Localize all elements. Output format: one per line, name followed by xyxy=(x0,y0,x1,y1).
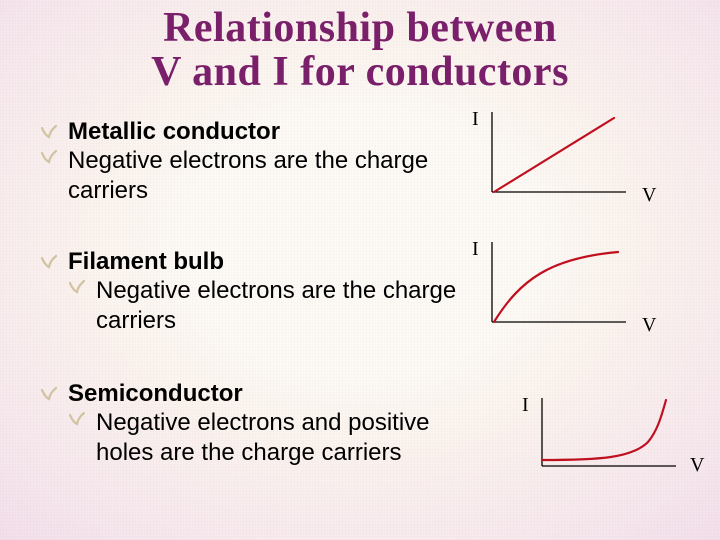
slide: Relationship between V and I for conduct… xyxy=(0,0,720,540)
section-heading-text: Filament bulb xyxy=(68,248,224,276)
section-body: Negative electrons and positive holes ar… xyxy=(40,408,470,468)
title-line-2: V and I for conductors xyxy=(0,50,720,94)
chart-svg xyxy=(490,242,630,334)
iv-chart-1: I V xyxy=(490,242,630,334)
section-body: Negative electrons are the charge carrie… xyxy=(40,146,470,206)
section-1: Filament bulb Negative electrons are the… xyxy=(40,248,470,336)
bullet-icon xyxy=(68,276,86,298)
slide-title: Relationship between V and I for conduct… xyxy=(0,6,720,94)
iv-chart-2: I V xyxy=(540,398,680,478)
y-axis-label: I xyxy=(522,394,529,417)
title-line-1: Relationship between xyxy=(0,6,720,50)
bullet-icon xyxy=(40,146,58,168)
chart-svg xyxy=(540,398,680,478)
bullet-icon xyxy=(68,408,86,430)
bullet-icon xyxy=(40,383,58,405)
section-heading: Semiconductor xyxy=(40,380,470,408)
y-axis-label: I xyxy=(472,238,479,261)
section-body: Negative electrons are the charge carrie… xyxy=(40,276,470,336)
section-0: Metallic conductor Negative electrons ar… xyxy=(40,118,470,206)
chart-svg xyxy=(490,112,630,204)
section-heading-text: Metallic conductor xyxy=(68,118,280,146)
section-body-text: Negative electrons and positive holes ar… xyxy=(96,408,470,468)
section-body-text: Negative electrons are the charge carrie… xyxy=(96,276,470,336)
section-heading-text: Semiconductor xyxy=(68,380,243,408)
iv-chart-0: I V xyxy=(490,112,630,204)
bullet-icon xyxy=(40,121,58,143)
section-heading: Metallic conductor xyxy=(40,118,470,146)
x-axis-label: V xyxy=(642,314,656,337)
section-2: Semiconductor Negative electrons and pos… xyxy=(40,380,470,468)
x-axis-label: V xyxy=(690,454,704,477)
bullet-icon xyxy=(40,251,58,273)
section-body-text: Negative electrons are the charge carrie… xyxy=(68,146,470,206)
y-axis-label: I xyxy=(472,108,479,131)
section-heading: Filament bulb xyxy=(40,248,470,276)
x-axis-label: V xyxy=(642,184,656,207)
